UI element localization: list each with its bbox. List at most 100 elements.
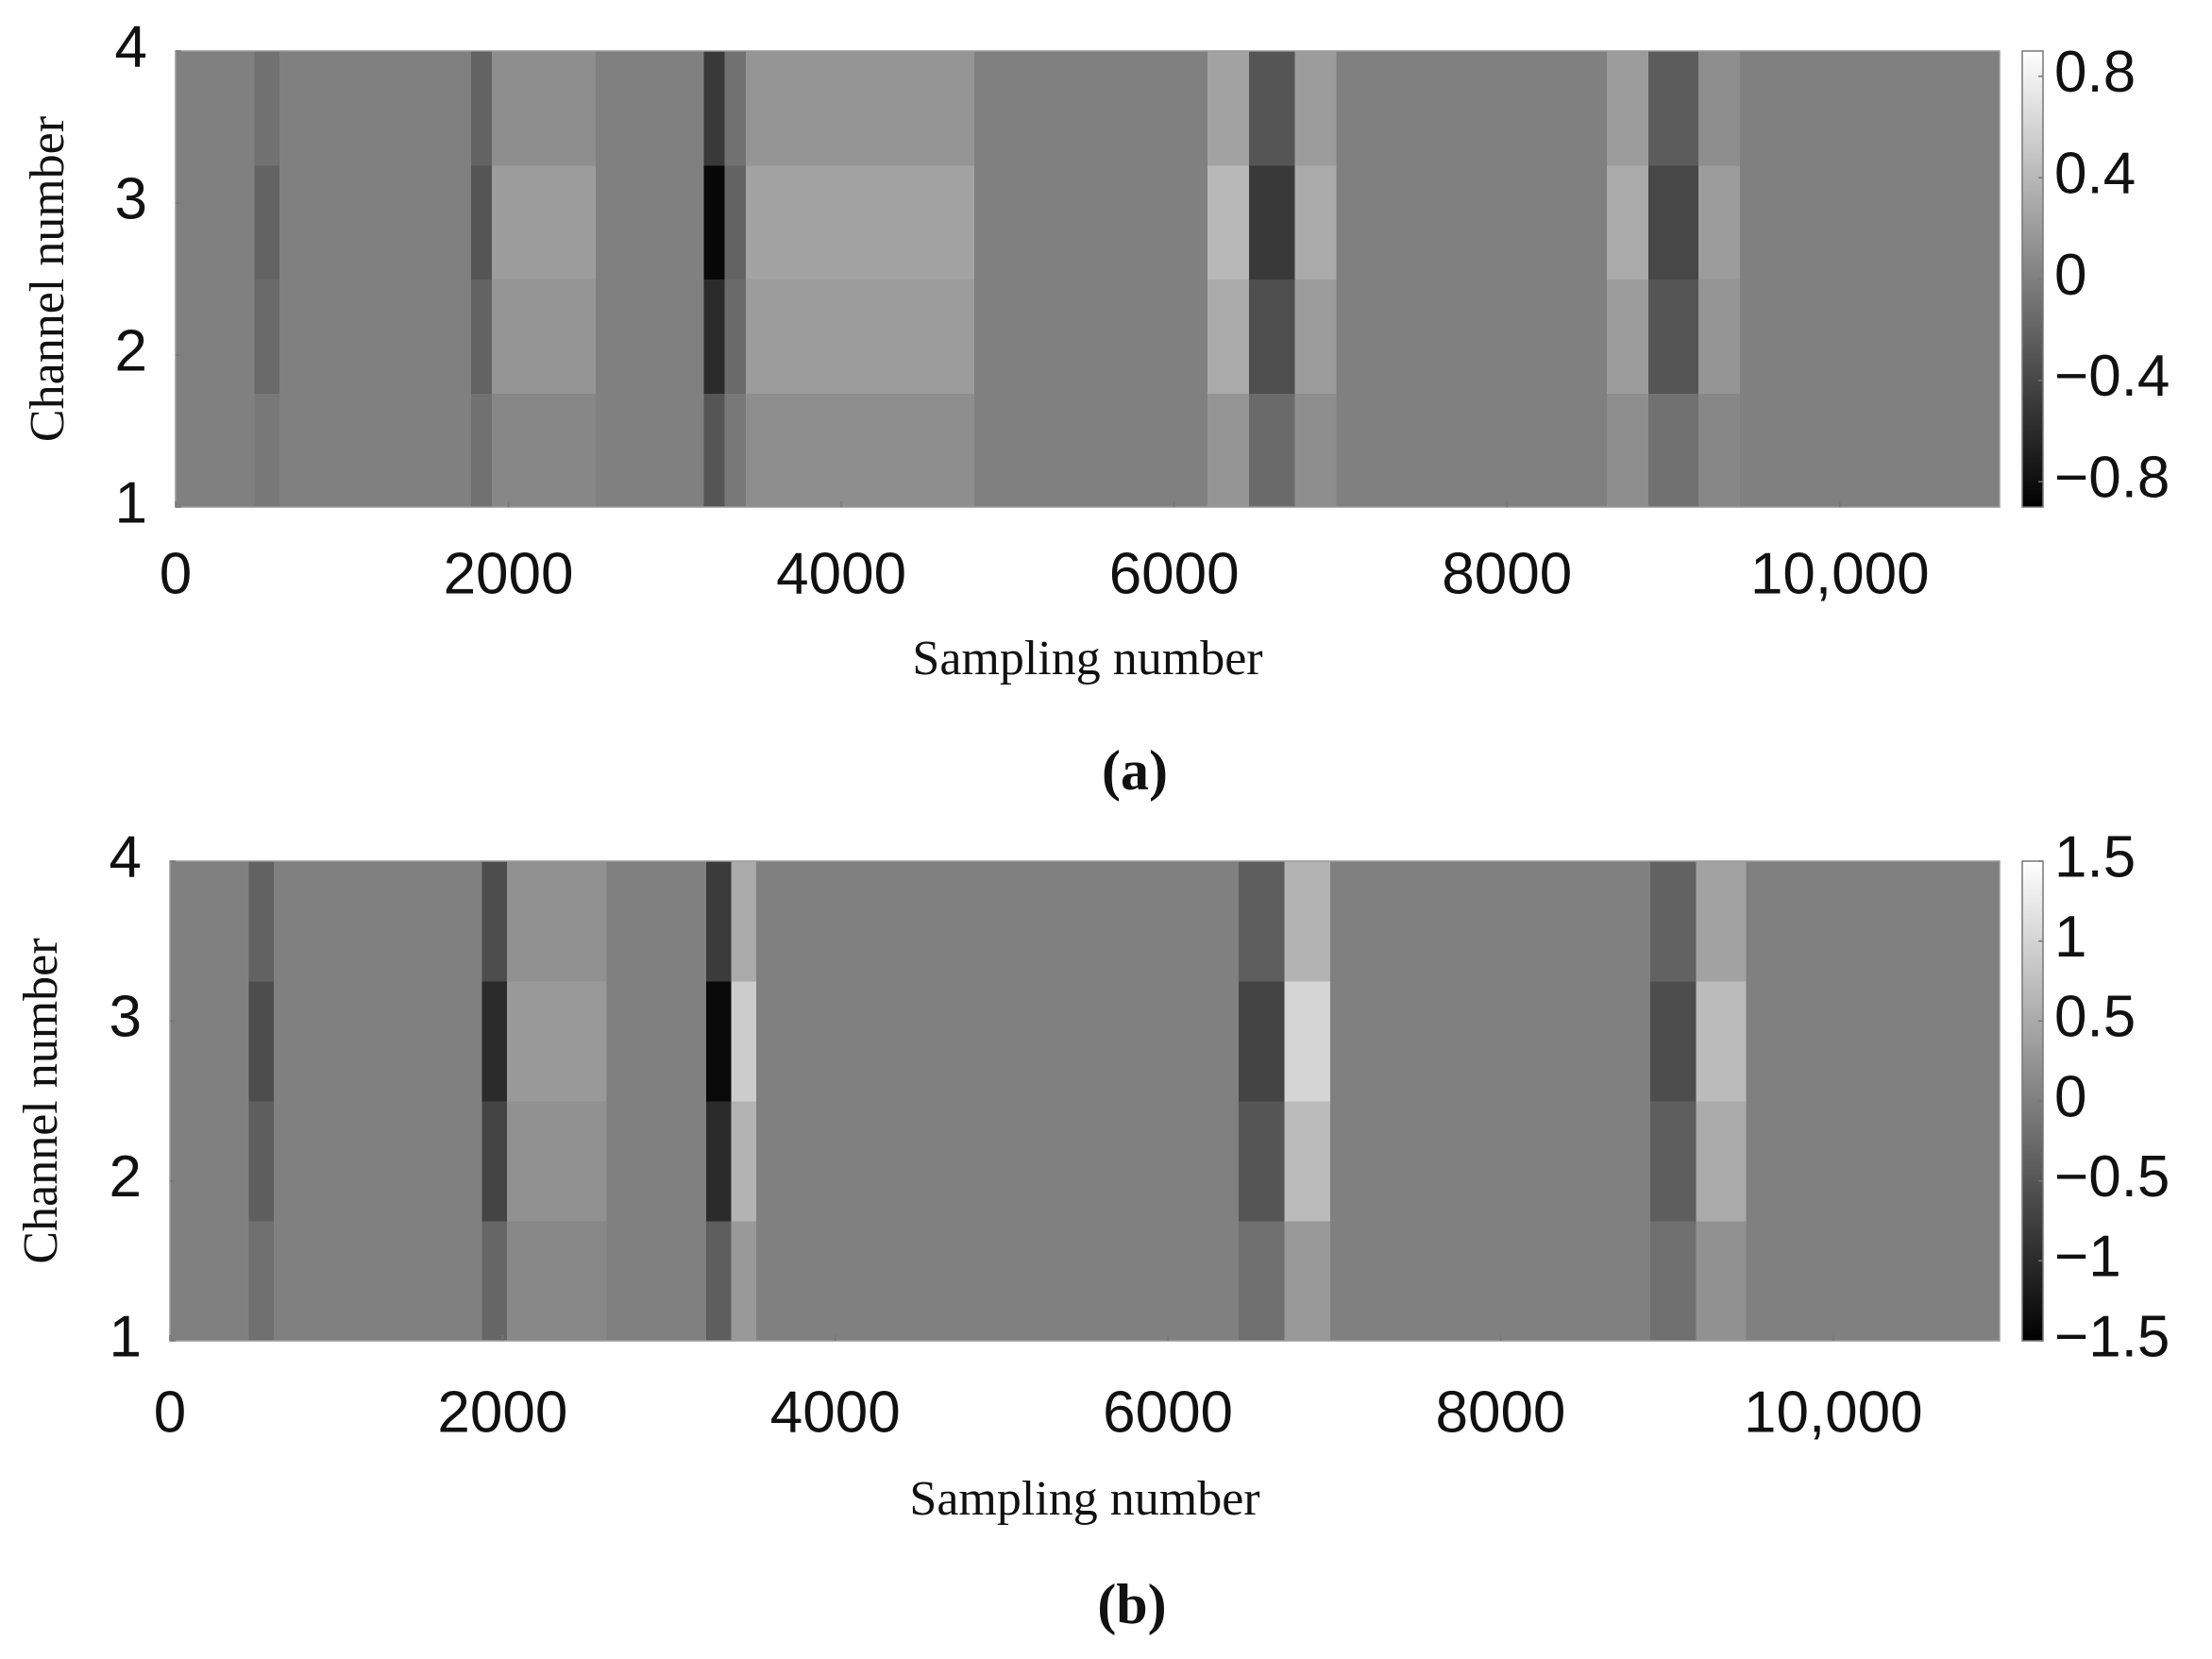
- heatmap-cell: [254, 164, 280, 280]
- heatmap-cell: [176, 51, 210, 166]
- heatmap-cell: [1473, 279, 1608, 394]
- heatmap-cell: [1650, 981, 1697, 1102]
- colorbar-tick-label: −0.8: [2054, 446, 2170, 511]
- heatmap-cell: [1746, 981, 1884, 1102]
- heatmap-cell: [209, 164, 256, 280]
- heatmap-cell: [1697, 164, 1741, 280]
- heatmap-cell: [375, 279, 472, 394]
- heatmap-cell: [974, 279, 1208, 394]
- heatmap-cell: [203, 1221, 250, 1342]
- heatmap-cell: [378, 981, 482, 1102]
- heatmap-cell: [974, 393, 1208, 508]
- heatmap-cell: [254, 393, 280, 508]
- y-tick-label: 1: [110, 1304, 142, 1369]
- heatmap-cell: [1696, 1101, 1747, 1222]
- heatmap-cell: [1650, 1101, 1697, 1222]
- heatmap-cell: [203, 1101, 250, 1222]
- heatmap-cell: [706, 1221, 733, 1342]
- heatmap-cell: [703, 393, 726, 508]
- heatmap-cell: [1648, 279, 1699, 394]
- heatmap-cell: [993, 1221, 1240, 1342]
- heatmap-cell: [974, 164, 1208, 280]
- heatmap-cell: [1294, 393, 1338, 508]
- heatmap-cell: [606, 1101, 707, 1222]
- heatmap-cell: [491, 393, 597, 508]
- heatmap-cell: [1878, 51, 2001, 166]
- heatmap-cell: [1336, 164, 1475, 280]
- heatmap-cell: [481, 861, 508, 982]
- heatmap-cell: [170, 1221, 204, 1342]
- heatmap-cell: [1606, 393, 1649, 508]
- heatmap-cell: [1473, 164, 1608, 280]
- y-tick-label: 3: [115, 166, 147, 231]
- colorbar-tick-label: 0: [2054, 1064, 2086, 1129]
- heatmap-cell: [756, 1221, 994, 1342]
- heatmap-cell: [375, 164, 472, 280]
- heatmap-cell: [248, 861, 275, 982]
- heatmap-cell: [1238, 981, 1286, 1102]
- heatmap-cell: [1248, 279, 1296, 394]
- heatmap-cell: [1336, 51, 1475, 166]
- heatmap-cell: [1284, 861, 1331, 982]
- heatmap-panel: 0 2000 4000 6000 8000 10,000 1 2 3 4 Sampling numb…: [21, 14, 2170, 801]
- heatmap-cell: [1329, 1101, 1494, 1222]
- x-axis-label: Sampling number: [912, 632, 1262, 686]
- heatmap-cell: [731, 861, 757, 982]
- heatmap-cell: [756, 1101, 994, 1222]
- heatmap-cell: [279, 393, 377, 508]
- heatmap-cell: [1207, 279, 1250, 394]
- heatmap-cell: [375, 51, 472, 166]
- heatmap-cell: [1697, 51, 1741, 166]
- heatmap-cell: [1696, 861, 1747, 982]
- heatmap-cell: [724, 279, 747, 394]
- heatmap-cell: [731, 1101, 757, 1222]
- heatmap-cell: [706, 1101, 733, 1222]
- heatmap-panel: 0 2000 4000 6000 8000 10,000 1 2 3 4 Sampling numb…: [14, 824, 2170, 1634]
- heatmap-cell: [1648, 393, 1699, 508]
- heatmap-cell: [731, 981, 757, 1102]
- heatmap-cell: [1606, 164, 1649, 280]
- heatmap-cell: [1878, 164, 2001, 280]
- heatmap-cell: [745, 279, 975, 394]
- heatmap-cell: [274, 861, 379, 982]
- heatmap-cell: [596, 164, 705, 280]
- heatmap-cell: [703, 279, 726, 394]
- heatmap-cell: [470, 279, 493, 394]
- heatmap-cell: [375, 393, 472, 508]
- heatmap-cell: [1284, 1221, 1331, 1342]
- x-axis-label: Sampling number: [909, 1472, 1259, 1526]
- x-tick-label: 8000: [1435, 1380, 1565, 1445]
- heatmap-cell: [993, 861, 1240, 982]
- heatmap-cell: [724, 393, 747, 508]
- heatmap-cell: [1336, 393, 1475, 508]
- heatmap-cell: [1492, 981, 1651, 1102]
- heatmap-cell: [1740, 393, 1879, 508]
- heatmap-cell: [170, 861, 204, 982]
- heatmap-cell: [1284, 1101, 1331, 1222]
- heatmap-cell: [481, 1101, 508, 1222]
- heatmap-cell: [1207, 393, 1250, 508]
- heatmap-cell: [1329, 861, 1494, 982]
- y-axis-label: Channel number: [14, 938, 68, 1263]
- heatmap-cell: [1883, 861, 2001, 982]
- heatmap-cell: [378, 1101, 482, 1222]
- heatmap-cell: [203, 861, 250, 982]
- heatmap-cell: [506, 861, 608, 982]
- y-tick-label: 3: [110, 985, 142, 1050]
- colorbar-tick-label: −1.5: [2054, 1304, 2170, 1369]
- heatmap-cell: [170, 1101, 204, 1222]
- colorbar-tick-label: −0.4: [2054, 344, 2170, 409]
- heatmap-cell: [1883, 981, 2001, 1102]
- colorbar-tick-label: −1: [2054, 1225, 2121, 1290]
- heatmap-cell: [1284, 981, 1331, 1102]
- heatmap-cell: [1746, 1221, 1884, 1342]
- heatmap-cell: [731, 1221, 757, 1342]
- heatmap-cell: [248, 981, 275, 1102]
- heatmap-cell: [756, 981, 994, 1102]
- heatmap-cell: [1883, 1221, 2001, 1342]
- heatmap-cell: [248, 1221, 275, 1342]
- heatmap-cell: [254, 279, 280, 394]
- heatmap-cell: [248, 1101, 275, 1222]
- heatmap-cell: [1746, 861, 1884, 982]
